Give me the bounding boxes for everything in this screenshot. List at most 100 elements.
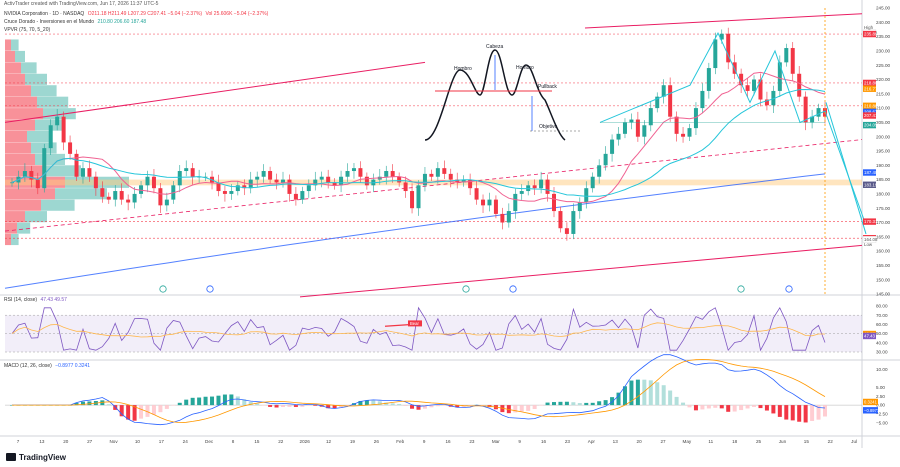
candle-body [474,188,479,200]
candle-body [332,182,337,186]
macd-histogram-bar [726,405,731,412]
time-axis-label: 11 [708,439,713,444]
candle-body [764,99,769,106]
price-tick-label: 155.00 [876,263,890,268]
macd-histogram-bar [823,405,827,417]
candle-body [416,185,421,209]
candle-body [700,90,705,109]
macd-histogram-bar [87,401,92,406]
macd-histogram-bar [306,405,311,406]
price-label-text: 204.05 [864,123,878,128]
event-marker-icon [462,285,470,293]
candle-body [100,188,105,197]
macd-histogram-bar [642,379,647,406]
candle-body [481,199,486,206]
time-axis-label: Jun [779,439,787,444]
candle-body [281,179,285,183]
time-axis-label: 25 [756,439,762,444]
macd-histogram-bar [777,405,782,417]
ma-values: 210.80 206.60 187.48 [97,19,147,25]
candle-body [203,176,208,178]
high-label: High [864,25,874,30]
candle-body [190,168,195,177]
price-label-bg [863,30,876,38]
candle-body [584,188,589,203]
vpvr-legend[interactable]: VPVR (75, 70, 5_20) [4,27,51,33]
volume-profile-bar [5,73,25,85]
time-axis-label: 17 [159,439,165,444]
time-axis-label: 15 [804,439,810,444]
candle-body [10,182,14,184]
price-label-bg [863,102,876,110]
price-label-text: 207.41 [864,113,878,118]
candle-body [777,62,782,91]
macd-histogram-bar [706,405,711,409]
candle-body [590,176,595,189]
volume-profile-bar [5,50,15,63]
time-axis-label: 27 [87,439,93,444]
macd-histogram-bar [326,405,331,409]
candle-body [35,179,40,189]
time-axis-label: 24 [183,439,189,444]
candle-body [287,179,292,194]
tradingview-logo[interactable]: TradingView [6,453,66,462]
candle-body [610,139,615,154]
rsi-tick-label: 80.00 [876,304,888,309]
sma-20-line [11,71,826,204]
macd-line [12,354,826,426]
rsi-value-badge [863,332,876,340]
candle-body [616,133,621,140]
candle-body [564,228,569,234]
macd-tick-label: −2.50 [876,412,888,417]
candle-body [300,191,305,200]
macd-value-badge [863,407,878,414]
macd-histogram-bar [752,405,757,407]
candle-body [151,176,156,189]
macd-histogram-bar [255,403,260,406]
symbol-name[interactable]: NVIDIA Corporation · 1D · NASDAQ [4,11,85,17]
macd-histogram-bar [281,405,285,407]
candle-body [506,211,511,223]
time-axis-label: 23 [469,439,475,444]
macd-histogram-bar [455,405,460,408]
price-tick-label: 245.00 [876,6,890,11]
channel-line-upper [4,61,426,123]
candle-body [139,185,144,194]
candle-body [655,96,660,109]
macd-histogram-bar [345,405,350,406]
rsi-tick-label: 70.00 [876,313,888,318]
time-axis-label: Dec [205,439,214,444]
macd-histogram-bar [106,404,111,406]
macd-histogram-bar [803,405,808,423]
macd-histogram-bar [571,402,576,406]
candle-body [358,168,363,177]
bear-label: Bear [410,321,419,326]
ma-legend[interactable]: Cruce Dorado - Inversiones en el Mundo 2… [4,19,148,25]
candle-body [126,199,131,203]
symbol-header: NVIDIA Corporation · 1D · NASDAQ O211.18… [4,11,270,17]
candle-body [235,185,240,192]
candle-body [810,116,815,123]
time-axis-label: May [683,439,692,444]
candle-body [442,168,447,174]
candle-body [29,171,34,180]
candle-body [681,133,686,137]
price-label-bg [863,181,876,188]
hs-diagram-curve [424,49,566,141]
macd-legend[interactable]: MACD (12, 26, close) −0.8977 0.3241 [4,363,92,369]
time-axis-label: 8 [232,439,235,444]
rsi-legend[interactable]: RSI (14, close) 47.43 49.57 [4,297,69,303]
volume-profile-bar [5,108,43,120]
rsi-line [11,306,826,352]
event-marker-icon [509,285,517,293]
candle-body [745,85,750,91]
time-axis-label: 23 [565,439,571,444]
price-tick-label: 175.00 [876,206,890,211]
macd-value-text: 0.3241 [864,400,877,405]
price-label-bg [863,169,876,176]
candle-body [390,171,395,177]
volume-profile-bar [5,96,37,108]
candle-body [816,108,821,117]
candle-body [648,108,653,126]
